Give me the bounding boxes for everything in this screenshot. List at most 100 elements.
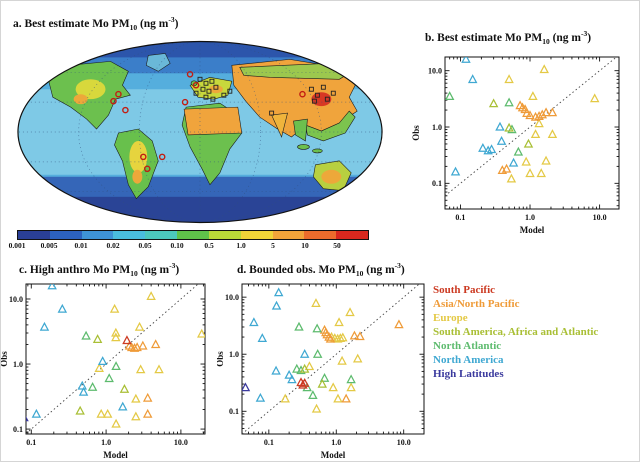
panel-b-title-sup: -3 [581,29,588,38]
site-circle-marker [115,90,122,98]
legend-item: South America, Africa and Atlantic [433,326,599,338]
site-square-marker [197,76,203,82]
triangle-marker [257,333,268,342]
scatter-plot-b: 0.1 1.0 10.0 0.1 1.0 10.0 Model Obs [411,56,620,235]
triangle-marker [302,382,312,392]
triangle-marker [450,166,461,176]
panel-d-title-sup: -3 [394,261,401,270]
triangle-marker [536,168,546,178]
triangle-marker [346,374,356,384]
y-tick-label: 0.1 [229,407,239,416]
x-tick-label: 1.0 [101,438,111,447]
colorbar-tick-label: 0.005 [40,241,58,250]
plot-frame [25,283,206,435]
panel-a-title-mid: (ng m [137,17,169,30]
map-site-markers [110,71,336,173]
panel-a-title-sup: -3 [168,15,175,24]
x-tick-label: 1.0 [525,213,535,222]
x-tick-label: 10.0 [397,438,411,447]
triangle-marker [521,156,531,166]
site-circle-marker [110,97,117,105]
data-points [242,287,404,413]
panel-d-title-mid: (ng m [363,263,395,276]
triangle-marker [96,408,106,418]
x-axis-label: Model [103,450,128,460]
triangle-marker [132,342,142,352]
y-tick-label: 10.0 [428,66,442,75]
panel-b-title: b. Best estimate Mo PM10 (ng m-3) [425,29,591,46]
panel-d-title: d. Bounded obs. Mo PM10 (ng m-3) [237,261,405,278]
world-map [17,40,383,224]
colorbar-tick-label: 0.001 [8,241,26,250]
colorbar-cell [18,231,50,239]
legend-item: North America [433,354,504,366]
colorbar-cell [49,231,82,239]
triangle-marker [334,317,344,327]
panel-b-title-sub: 10 [542,37,550,47]
data-points [445,57,600,183]
plot-frame [241,283,425,435]
triangle-marker [495,121,505,131]
colorbar-cell [240,231,273,239]
axis-ticks [241,284,425,435]
triangle-marker [534,118,544,128]
x-tick-label: 0.1 [455,213,465,222]
triangle-marker [337,355,347,365]
plot-frame [444,56,620,210]
triangle-marker [299,363,310,373]
y-tick-label: 1.0 [229,350,239,359]
triangle-marker [255,392,266,402]
triangle-marker [304,361,315,371]
y-tick-label: 1.0 [13,360,23,369]
site-square-marker [330,90,336,96]
axis-ticks [26,284,205,434]
y-tick-label: 10.0 [225,293,239,302]
triangle-marker [478,142,488,152]
legend-item: Asia/North Pacific [433,298,520,310]
colorbar-cell [304,231,337,239]
colorbar-cell [81,231,114,239]
triangle-marker [299,378,310,387]
triangle-marker [284,369,294,379]
triangle-marker [319,372,330,382]
triangle-marker [445,91,455,101]
triangle-marker [461,57,471,63]
triangle-marker [501,163,512,173]
triangle-marker [504,74,514,84]
triangle-marker [78,386,89,396]
x-tick-label: 1.0 [331,438,341,447]
colorbar-tick-label: 10 [301,241,309,250]
triangle-marker [280,393,290,403]
y-axis-label: Obs [411,125,421,141]
triangle-marker [312,348,323,358]
continents [48,53,358,200]
site-circle-marker [181,98,189,106]
panel-a-title-end: ) [174,17,179,30]
triangle-marker [146,291,156,300]
triangle-marker [287,374,297,384]
triangle-marker [111,361,121,371]
triangle-marker [271,300,282,310]
panel-c-title-sup: -3 [169,261,176,270]
triangle-marker [197,328,205,338]
triangle-marker [534,111,544,120]
triangle-marker [57,303,68,313]
triangle-marker [31,408,42,418]
triangle-marker [504,97,514,107]
panel-a-title: a. Best estimate Mo PM10 (ng m-3) [13,15,178,32]
triangle-marker [508,157,519,167]
triangle-marker [335,333,346,342]
triangle-marker [312,323,322,333]
colorbar-labels: 0.001 0.005 0.01 0.02 0.05 0.10 0.5 1.0 5 10 50 [9,241,369,252]
triangle-marker [506,173,517,183]
triangle-marker [296,365,306,375]
triangle-marker [75,405,85,415]
site-square-marker [203,94,209,100]
legend-item: South Pacific [433,284,496,296]
triangle-marker [129,342,140,352]
triangle-marker [77,380,87,390]
site-square-marker [210,96,216,102]
triangle-marker [119,383,130,393]
triangle-marker [292,363,302,373]
panel-c-title-end: ) [175,263,180,276]
